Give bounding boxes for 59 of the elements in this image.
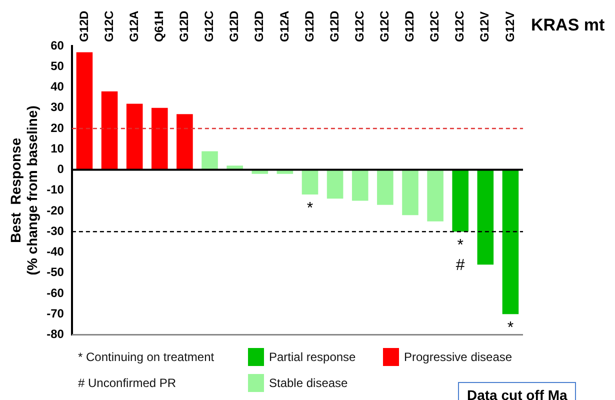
- bar: [101, 91, 118, 170]
- y-tick-label: 30: [50, 100, 64, 114]
- x-tick-label: G12V: [478, 11, 492, 42]
- bar: [126, 104, 143, 170]
- y-tick-label: 0: [57, 162, 64, 176]
- bar: [452, 170, 468, 232]
- text: # Unconfirmed PR: [78, 375, 178, 392]
- y-tick-label: -10: [46, 182, 64, 197]
- x-tick-label: G12A: [277, 10, 292, 42]
- y-tick-label: 10: [50, 141, 64, 156]
- bar: [302, 170, 318, 195]
- bar: [202, 151, 218, 170]
- y-tick-label: -60: [46, 286, 64, 300]
- y-tick-label: 40: [50, 80, 64, 94]
- x-tick-label: G12D: [302, 10, 316, 42]
- x-tick-label: G12C: [102, 10, 116, 42]
- y-tick-label: -40: [46, 244, 64, 259]
- bar: [176, 114, 193, 170]
- x-tick-label: G12V: [502, 11, 517, 42]
- legend-label: Partial response: [269, 350, 356, 364]
- legend-label: Stable disease: [269, 376, 348, 390]
- text: * #: [456, 237, 465, 274]
- x-tick-label: G12C: [428, 10, 442, 42]
- y-tick-label: -70: [46, 306, 64, 320]
- x-tick-label: G12D: [252, 10, 266, 42]
- x-tick-label: G12A: [126, 10, 141, 42]
- y-tick-label: 50: [50, 58, 64, 73]
- x-tick-label: G12D: [227, 10, 242, 42]
- bar: [477, 170, 494, 265]
- bar: [402, 170, 418, 216]
- legend-label: Progressive disease: [404, 350, 512, 364]
- x-tick-label: G12C: [452, 10, 467, 42]
- y-tick-label: -30: [46, 224, 64, 238]
- text: Data cut off Ma: [458, 382, 576, 400]
- x-tick-label: G12D: [177, 10, 192, 42]
- x-tick-label: G12C: [352, 10, 366, 42]
- bar: [377, 170, 394, 205]
- y-axis-title: Best Response (% change from baseline): [7, 106, 40, 276]
- y-tick-label: 60: [50, 38, 64, 52]
- x-tick-label: G12C: [377, 10, 392, 42]
- bar: [502, 170, 519, 314]
- y-tick-label: 20: [50, 120, 64, 135]
- y-tick-label: -50: [46, 265, 64, 280]
- y-tick-label: -20: [46, 203, 64, 218]
- bar: [152, 108, 168, 170]
- text: *: [507, 320, 514, 337]
- x-axis-title: KRAS mt: [531, 16, 606, 35]
- x-tick-label: G12C: [202, 10, 216, 42]
- bar: [326, 170, 344, 199]
- x-tick-label: G12D: [76, 10, 91, 42]
- x-tick-label: Q61H: [152, 10, 166, 42]
- y-tick-label: -80: [46, 327, 64, 342]
- x-tick-label: G12D: [402, 10, 417, 42]
- bar: [352, 170, 368, 201]
- text: * Continuing on treatment: [78, 349, 216, 366]
- text: *: [306, 200, 314, 217]
- bar: [427, 170, 444, 222]
- bar: [76, 52, 93, 170]
- x-tick-label: G12D: [327, 10, 342, 42]
